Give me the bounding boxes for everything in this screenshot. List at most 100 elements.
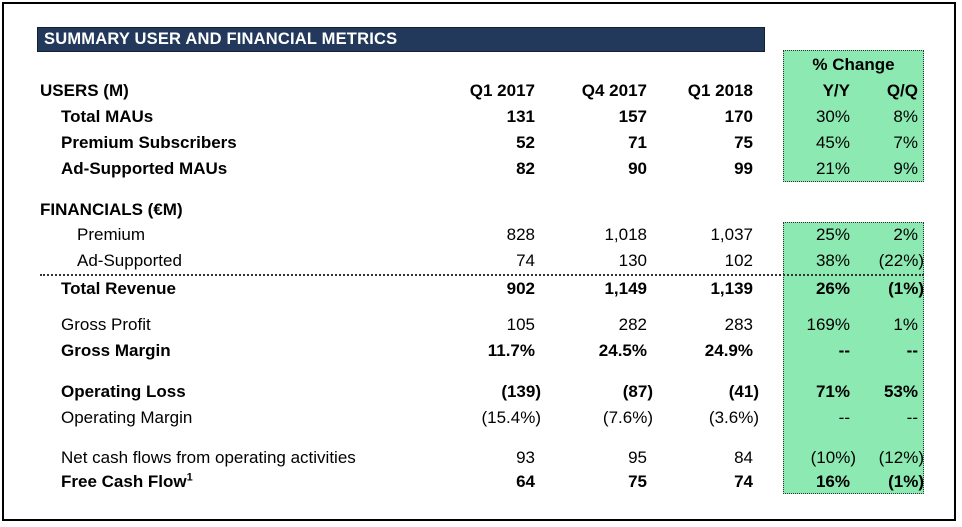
- cell-q1-2017: 64: [516, 472, 535, 491]
- cell-yy: 169%: [806, 315, 850, 334]
- col-header-q4-2017: Q4 2017: [581, 81, 647, 100]
- cell-yy: 30%: [815, 107, 850, 126]
- cell-q1-2018: 75: [734, 133, 753, 152]
- row-operating-loss: Operating Loss (139) (87) (41) 71% 53%: [40, 379, 923, 405]
- table-title-bar: SUMMARY USER AND FINANCIAL METRICS: [37, 27, 765, 52]
- pct-change-header: % Change: [812, 55, 895, 74]
- page-border: [2, 2, 956, 521]
- row-free-cash-flow: Free Cash Flow1 64 75 74 16% (1%): [40, 469, 924, 495]
- cell-qq: 8%: [893, 107, 918, 126]
- cell-q1-2018: 84: [734, 448, 753, 467]
- cell-qq: (12%): [878, 448, 924, 467]
- row-net-cash-flows: Net cash flows from operating activities…: [40, 445, 924, 471]
- cell-q1-2017: 74: [516, 251, 535, 270]
- row-label: Operating Loss: [61, 382, 186, 401]
- cell-q1-2017: 902: [506, 279, 535, 298]
- cell-yy: 16%: [815, 472, 850, 491]
- cell-q1-2017: 131: [506, 107, 535, 126]
- row-label: Gross Profit: [61, 315, 151, 334]
- row-label: Premium Subscribers: [61, 133, 237, 152]
- row-label: Gross Margin: [61, 341, 171, 360]
- row-ad-supported-maus: Ad-Supported MAUs 82 90 99 21% 9%: [40, 156, 923, 182]
- footnote-marker: 1: [186, 471, 193, 484]
- row-ad-supported-revenue: Ad-Supported 74 130 102 38% (22%): [40, 248, 924, 274]
- row-premium-subscribers: Premium Subscribers 52 71 75 45% 7%: [40, 130, 923, 156]
- row-label: Free Cash Flow1: [61, 471, 193, 491]
- cell-yy: 26%: [815, 279, 850, 298]
- cell-q1-2018: 1,139: [710, 279, 753, 298]
- cell-q4-2017: 75: [628, 472, 647, 491]
- row-premium-revenue: Premium 828 1,018 1,037 25% 2%: [40, 222, 923, 248]
- row-gross-margin: Gross Margin 11.7% 24.5% 24.9% -- --: [40, 338, 923, 364]
- cell-yy: 38%: [815, 251, 850, 270]
- pct-change-box-users: [783, 50, 924, 182]
- col-header-q1-2018: Q1 2018: [687, 81, 753, 100]
- cell-q1-2017: 105: [506, 315, 535, 334]
- cell-q1-2018: 102: [724, 251, 753, 270]
- cell-q1-2017: 11.7%: [487, 341, 535, 360]
- cell-qq: 1%: [893, 315, 918, 334]
- row-label: Ad-Supported: [77, 251, 182, 270]
- cell-yy: 45%: [815, 133, 850, 152]
- col-header-q1-2017: Q1 2017: [469, 81, 535, 100]
- cell-qq: (22%): [878, 251, 924, 270]
- cell-q1-2018: 74: [734, 472, 753, 491]
- row-gross-profit: Gross Profit 105 282 283 169% 1%: [40, 312, 923, 338]
- cell-q4-2017: 71: [628, 133, 647, 152]
- row-label: Total MAUs: [61, 107, 154, 126]
- column-header-row: USERS (M) Q1 2017 Q4 2017 Q1 2018 Y/Y Q/…: [40, 78, 923, 104]
- cell-yy: --: [838, 408, 850, 427]
- cell-q4-2017: (87): [622, 382, 653, 401]
- subtotal-dotted-line: [40, 274, 924, 276]
- cell-q1-2017: 52: [516, 133, 535, 152]
- row-operating-margin: Operating Margin (15.4%) (7.6%) (3.6%) -…: [40, 405, 923, 431]
- cell-qq: 9%: [893, 159, 918, 178]
- cell-q1-2017: 828: [506, 225, 535, 244]
- section-header-financials: FINANCIALS (€M): [40, 200, 183, 219]
- page-title: SUMMARY USER AND FINANCIAL METRICS: [44, 30, 398, 48]
- cell-q4-2017: 282: [618, 315, 647, 334]
- col-header-qq: Q/Q: [886, 81, 918, 100]
- section-header-financials-row: FINANCIALS (€M): [40, 197, 923, 223]
- col-header-yy: Y/Y: [822, 81, 850, 100]
- row-label: Total Revenue: [61, 279, 176, 298]
- cell-yy: 71%: [815, 382, 850, 401]
- cell-qq: (1%): [888, 279, 924, 298]
- cell-q4-2017: (7.6%): [602, 408, 653, 427]
- cell-qq: --: [906, 341, 918, 360]
- cell-q4-2017: 1,149: [604, 279, 647, 298]
- cell-yy: 25%: [815, 225, 850, 244]
- cell-yy: --: [838, 341, 850, 360]
- cell-q4-2017: 1,018: [604, 225, 647, 244]
- section-header-users: USERS (M): [40, 81, 129, 100]
- cell-q4-2017: 157: [618, 107, 647, 126]
- cell-q1-2017: (15.4%): [481, 408, 541, 427]
- cell-q1-2018: 24.9%: [704, 341, 753, 360]
- cell-q4-2017: 130: [618, 251, 647, 270]
- row-label: Ad-Supported MAUs: [61, 159, 228, 178]
- cell-q1-2018: 283: [724, 315, 753, 334]
- cell-q1-2017: 82: [516, 159, 535, 178]
- cell-q4-2017: 90: [628, 159, 647, 178]
- cell-q4-2017: 24.5%: [598, 341, 647, 360]
- cell-q1-2017: 93: [516, 448, 535, 467]
- row-label: Operating Margin: [61, 408, 193, 427]
- cell-qq: 53%: [883, 382, 918, 401]
- cell-yy: 21%: [815, 159, 850, 178]
- row-total-maus: Total MAUs 131 157 170 30% 8%: [40, 104, 923, 130]
- row-label: Premium: [77, 225, 146, 244]
- row-total-revenue: Total Revenue 902 1,149 1,139 26% (1%): [40, 276, 924, 302]
- cell-qq: --: [906, 408, 918, 427]
- cell-qq: (1%): [888, 472, 924, 491]
- cell-q1-2018: 170: [724, 107, 753, 126]
- row-label: Net cash flows from operating activities: [61, 448, 356, 467]
- cell-q4-2017: 95: [628, 448, 647, 467]
- cell-q1-2018: 99: [734, 159, 753, 178]
- cell-q1-2018: (41): [728, 382, 759, 401]
- cell-qq: 7%: [893, 133, 918, 152]
- cell-qq: 2%: [893, 225, 918, 244]
- pct-change-box-financials: [783, 222, 924, 494]
- cell-yy: (10%): [810, 448, 856, 467]
- cell-q1-2018: (3.6%): [708, 408, 759, 427]
